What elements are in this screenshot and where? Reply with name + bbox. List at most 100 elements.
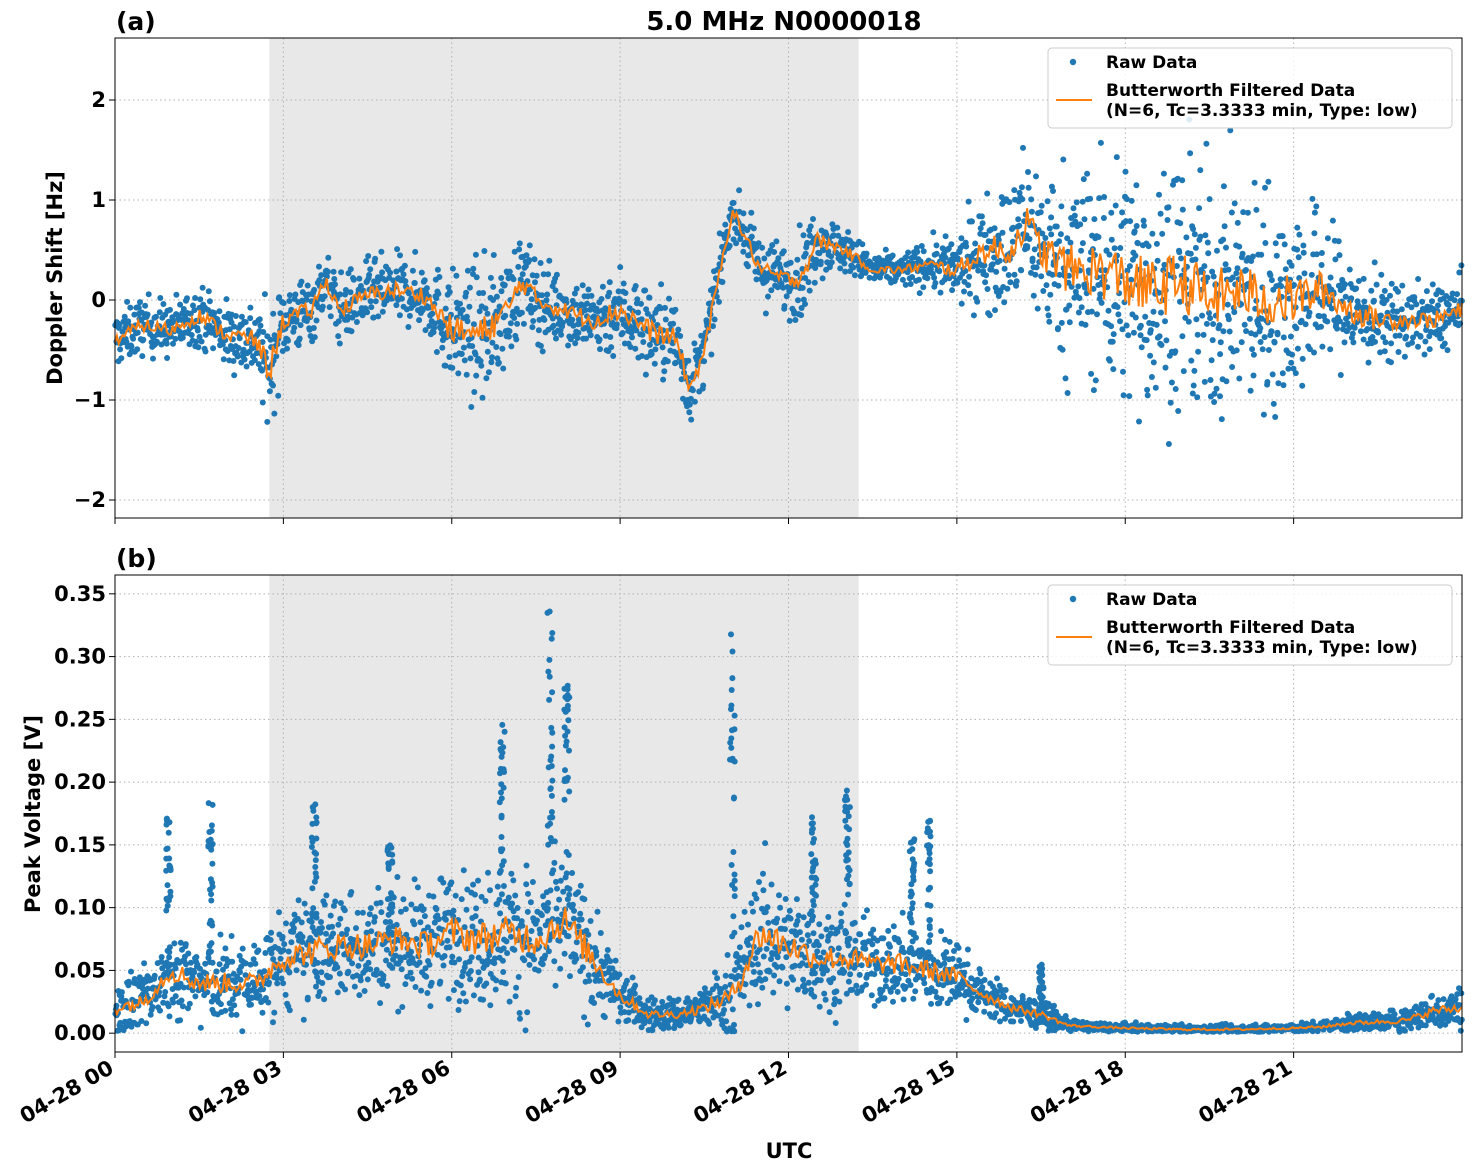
raw-data-point	[828, 253, 835, 260]
raw-data-point	[644, 310, 651, 317]
raw-data-point	[436, 274, 443, 280]
raw-data-point	[1398, 306, 1405, 313]
raw-data-point	[1130, 329, 1137, 336]
raw-data-point	[1213, 385, 1220, 392]
raw-data-point	[1058, 319, 1065, 326]
raw-data-point	[1259, 346, 1266, 353]
raw-data-point	[1026, 236, 1033, 242]
raw-data-point	[1341, 339, 1348, 346]
raw-data-point	[964, 946, 971, 953]
raw-data-point	[1029, 255, 1036, 262]
raw-data-point	[863, 250, 870, 257]
raw-data-point	[1090, 387, 1097, 394]
raw-data-point	[792, 317, 799, 323]
raw-data-point	[472, 913, 479, 920]
raw-data-point	[902, 971, 909, 978]
raw-data-point	[1208, 357, 1215, 364]
raw-data-point	[468, 954, 475, 961]
raw-data-point	[466, 284, 473, 291]
raw-data-point	[1222, 261, 1229, 268]
raw-data-point	[170, 318, 177, 325]
raw-data-point	[726, 242, 733, 249]
raw-data-point	[524, 278, 531, 285]
raw-data-point	[170, 999, 177, 1006]
raw-data-point	[1185, 318, 1192, 325]
raw-data-point	[520, 320, 527, 327]
raw-data-point	[587, 332, 594, 339]
raw-data-point	[1403, 333, 1410, 340]
raw-data-point	[492, 986, 499, 993]
raw-data-point	[642, 287, 649, 294]
raw-data-point	[706, 1020, 713, 1027]
raw-data-point	[455, 370, 462, 377]
raw-data-point	[1015, 216, 1022, 223]
raw-data-point	[377, 899, 384, 906]
raw-data-point	[625, 1017, 632, 1024]
raw-data-point	[982, 279, 989, 286]
raw-data-point	[822, 996, 829, 1003]
raw-data-point	[771, 249, 778, 255]
raw-data-point	[460, 990, 467, 997]
raw-data-point	[361, 988, 368, 994]
raw-data-point	[185, 317, 192, 324]
raw-data-point	[1034, 305, 1041, 312]
raw-data-point	[1073, 199, 1080, 206]
raw-data-point	[949, 955, 956, 962]
raw-data-point	[1249, 346, 1256, 353]
raw-data-point	[1080, 176, 1087, 183]
raw-data-point	[429, 310, 436, 317]
raw-data-point	[1200, 331, 1207, 338]
raw-data-point	[1111, 245, 1118, 252]
raw-data-point	[1342, 293, 1349, 300]
raw-data-point	[1117, 318, 1123, 325]
raw-data-point	[909, 274, 916, 280]
raw-data-point	[463, 313, 470, 320]
raw-data-point	[460, 867, 467, 874]
raw-data-point	[470, 321, 477, 328]
raw-data-point	[719, 279, 726, 285]
raw-data-point	[841, 968, 848, 975]
raw-data-point	[651, 997, 658, 1004]
raw-data-point	[753, 895, 760, 902]
raw-data-point	[745, 921, 751, 928]
raw-data-point	[1262, 240, 1269, 246]
raw-data-point	[549, 315, 556, 322]
raw-data-point	[794, 256, 801, 263]
raw-data-point	[261, 291, 268, 298]
raw-data-point	[858, 962, 865, 969]
raw-data-point	[617, 1004, 624, 1011]
y-tick-label: −1	[74, 388, 106, 412]
raw-data-point	[342, 287, 349, 293]
raw-data-point	[830, 232, 837, 239]
raw-data-point	[701, 358, 708, 365]
raw-data-point	[1109, 338, 1116, 345]
raw-data-point	[585, 972, 592, 979]
raw-data-point	[569, 870, 576, 876]
raw-data-point	[635, 309, 642, 316]
raw-data-point	[780, 248, 787, 255]
raw-data-point	[1183, 234, 1190, 241]
raw-data-point	[607, 958, 614, 965]
raw-data-point	[237, 969, 243, 976]
raw-data-point	[514, 320, 521, 327]
raw-data-point	[124, 298, 131, 305]
raw-data-point	[1136, 418, 1142, 425]
raw-data-point	[121, 313, 128, 320]
raw-data-point	[779, 964, 786, 971]
raw-data-point	[286, 969, 293, 976]
raw-data-point	[431, 324, 438, 331]
raw-data-point	[916, 290, 923, 297]
raw-data-point	[1337, 372, 1344, 378]
raw-data-point	[903, 254, 910, 261]
raw-data-point	[675, 996, 682, 1003]
raw-data-point	[1128, 197, 1135, 204]
raw-data-point	[485, 369, 492, 376]
raw-data-point	[1152, 384, 1159, 391]
raw-data-point	[1399, 282, 1406, 289]
raw-data-point	[851, 272, 858, 279]
raw-data-point	[1154, 257, 1161, 264]
raw-data-point	[675, 326, 682, 333]
raw-data-point	[563, 870, 570, 877]
raw-data-point	[234, 353, 241, 360]
raw-data-point	[421, 277, 428, 284]
